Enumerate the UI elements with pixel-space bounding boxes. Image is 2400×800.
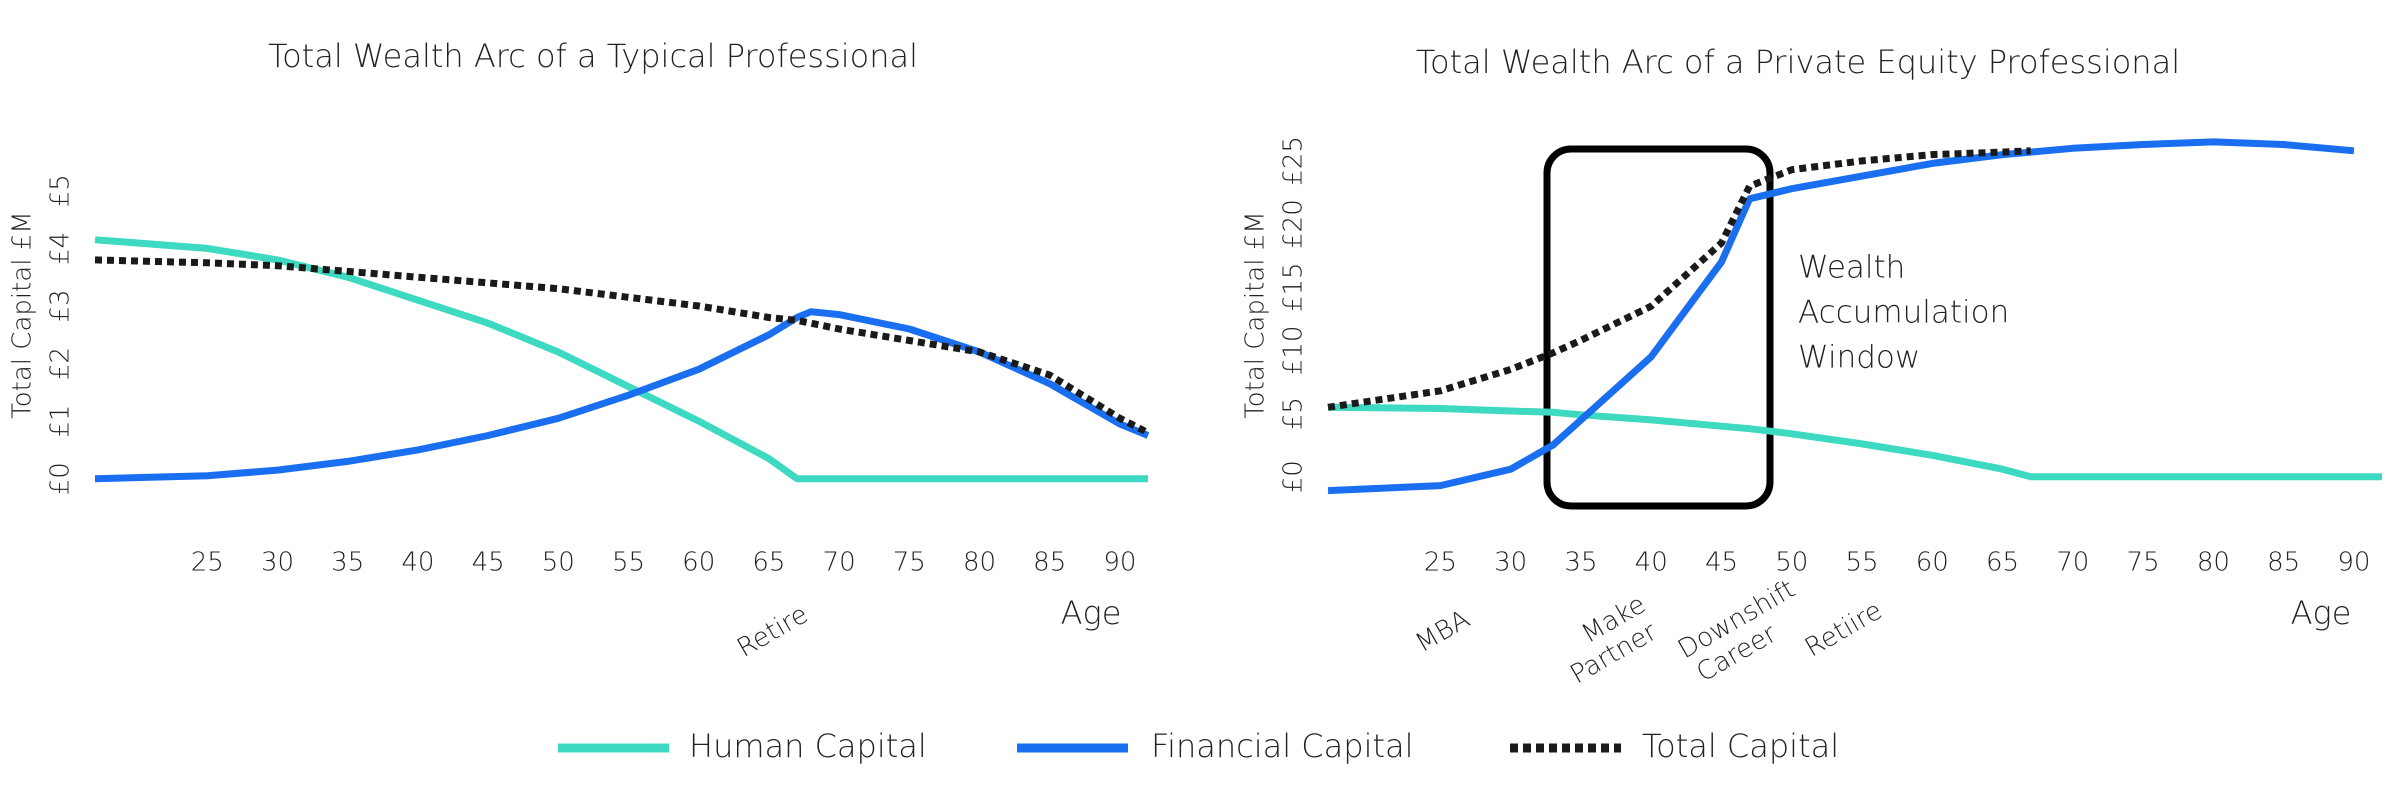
x-tick-label: 45 [1705, 548, 1738, 578]
x-tick-label: 40 [1635, 548, 1668, 578]
x-tick-label: 60 [682, 548, 715, 578]
x-axis-title: Age [1061, 594, 1122, 632]
window-box [1543, 145, 1774, 510]
y-tick-label: £10 [1279, 326, 1309, 376]
y-axis-title: Total Capital £M [8, 211, 38, 418]
x-tick-label: 80 [2197, 548, 2230, 578]
x-tick-label: 80 [963, 548, 996, 578]
y-tick-label: £5 [46, 174, 76, 207]
x-tick-label: 75 [893, 548, 926, 578]
y-tick-label: £20 [1279, 199, 1309, 249]
annotation: MBA [1410, 604, 1475, 659]
y-axis-title: Total Capital £M [1241, 211, 1271, 418]
window-label: Wealth [1798, 250, 1905, 286]
window-label: Window [1798, 340, 1920, 376]
window-label: Accumulation [1798, 295, 2009, 331]
y-tick-label: £2 [46, 347, 76, 380]
x-tick-label: 30 [1494, 548, 1527, 578]
x-tick-label: 65 [752, 548, 785, 578]
annotation: Retiire [1800, 596, 1887, 664]
x-tick-label: 70 [2056, 548, 2089, 578]
y-tick-label: £0 [46, 462, 76, 495]
y-tick-label: £25 [1279, 136, 1309, 186]
series-line [94, 308, 1150, 483]
y-tick-label: £3 [46, 289, 76, 322]
y-tick-label: £15 [1279, 262, 1309, 312]
x-axis-title: Age [2291, 594, 2352, 632]
x-tick-label: 55 [612, 548, 645, 578]
chart-title: Total Wealth Arc of a Private Equity Pro… [1416, 43, 2180, 81]
x-tick-label: 85 [1033, 548, 1066, 578]
y-tick-label: £1 [46, 405, 76, 438]
x-tick-label: 25 [191, 548, 224, 578]
x-tick-label: 40 [401, 548, 434, 578]
x-tick-label: 35 [331, 548, 364, 578]
y-tick-label: £4 [46, 232, 76, 265]
y-tick-label: £0 [1279, 460, 1309, 493]
legend-label: Financial Capital [1151, 727, 1414, 765]
x-tick-label: 65 [1986, 548, 2019, 578]
x-tick-label: 30 [261, 548, 294, 578]
x-tick-label: 90 [1103, 548, 1136, 578]
x-tick-label: 60 [1916, 548, 1949, 578]
y-tick-label: £5 [1279, 397, 1309, 430]
x-tick-label: 85 [2267, 548, 2300, 578]
legend-label: Total Capital [1642, 727, 1839, 765]
x-tick-label: 25 [1424, 548, 1457, 578]
series-line [94, 236, 1148, 483]
x-tick-label: 75 [2127, 548, 2160, 578]
series-line [1327, 403, 2382, 481]
series-line [1327, 147, 2031, 411]
x-tick-label: 90 [2337, 548, 2370, 578]
annotation: Retire [732, 599, 813, 663]
x-tick-label: 35 [1564, 548, 1597, 578]
x-tick-label: 50 [542, 548, 575, 578]
chart-title: Total Wealth Arc of a Typical Profession… [268, 37, 918, 75]
series-line [94, 256, 1150, 436]
legend-label: Human Capital [689, 727, 927, 765]
x-tick-label: 50 [1775, 548, 1808, 578]
x-tick-label: 55 [1845, 548, 1878, 578]
series-line [1327, 138, 2355, 495]
x-tick-label: 70 [823, 548, 856, 578]
x-tick-label: 45 [472, 548, 505, 578]
